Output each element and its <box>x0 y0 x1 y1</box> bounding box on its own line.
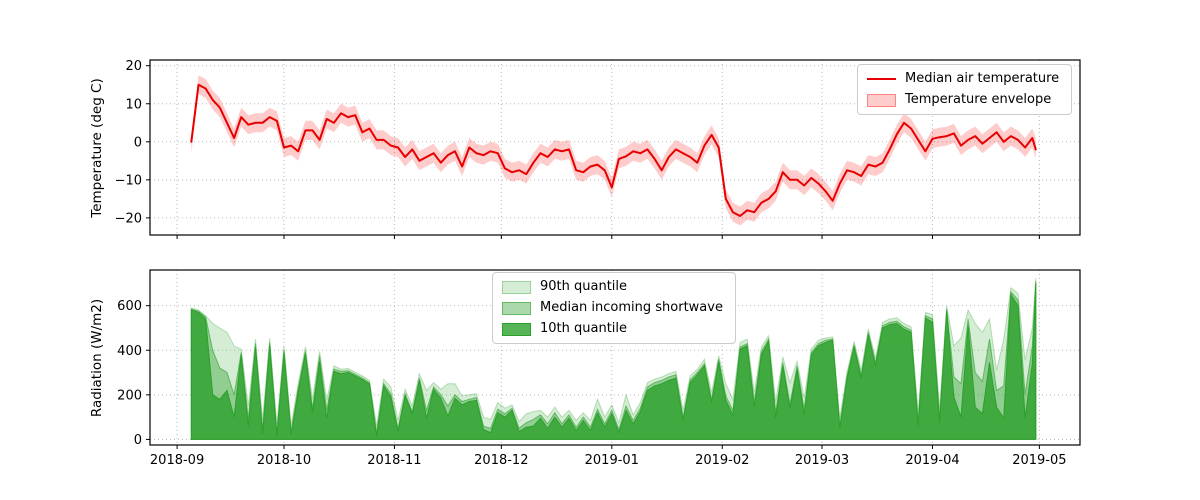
grid <box>150 60 1080 235</box>
quantile-90-patch-swatch <box>502 280 531 294</box>
x-tick-label: 2019-05 <box>1012 453 1066 468</box>
legend-label: Temperature envelope <box>905 92 1052 107</box>
legend-label: 90th quantile <box>540 279 628 294</box>
temperature-legend: Median air temperature Temperature envel… <box>857 64 1073 115</box>
y-tick-label: 0 <box>134 433 142 448</box>
median-air-temperature-line-swatch <box>867 78 896 80</box>
y-tick-label: 10 <box>125 97 142 112</box>
temperature-envelope-patch-swatch <box>867 93 896 107</box>
median-shortwave-patch-swatch <box>502 301 531 315</box>
legend-item-median-air-temperature: Median air temperature <box>867 71 1059 87</box>
axes-frame <box>149 269 1081 446</box>
x-tick-label: 2019-03 <box>795 453 849 468</box>
tick-marks <box>146 305 1040 449</box>
x-tick-label: 2018-09 <box>150 453 204 468</box>
x-tick-label: 2018-12 <box>474 453 528 468</box>
tick-labels: 2018-09 2018-10 2018-11 2018-12 2019-01 2019-… <box>117 299 1066 468</box>
y-tick-label: 400 <box>117 344 142 359</box>
temperature-y-axis-label: Temperature (deg C) <box>89 78 105 219</box>
tick-labels: −20 −10 0 10 20 <box>115 59 142 226</box>
y-tick-label: 200 <box>117 388 142 403</box>
legend-item-median-incoming-shortwave: Median incoming shortwave <box>502 300 723 316</box>
x-tick-label: 2019-04 <box>905 453 959 468</box>
y-tick-label: −10 <box>115 173 142 188</box>
y-tick-label: 0 <box>134 135 142 150</box>
y-tick-label: −20 <box>115 211 142 226</box>
radiation-y-axis-label: Radiation (W/m2) <box>89 299 105 417</box>
x-tick-label: 2018-11 <box>367 453 421 468</box>
median-air-temperature-line <box>190 83 1037 217</box>
y-tick-label: 600 <box>117 299 142 314</box>
quantile-10-patch-swatch <box>502 322 531 336</box>
y-tick-label: 20 <box>125 59 142 74</box>
x-tick-label: 2019-01 <box>585 453 639 468</box>
legend-label: Median air temperature <box>905 71 1060 86</box>
legend-label: Median incoming shortwave <box>540 300 723 315</box>
legend-item-temperature-envelope: Temperature envelope <box>867 92 1059 108</box>
10th-quantile-area <box>190 283 1037 440</box>
x-tick-label: 2018-10 <box>257 453 311 468</box>
legend-item-10th-quantile: 10th quantile <box>502 321 723 337</box>
temperature-envelope-band <box>191 75 1036 226</box>
tick-marks <box>146 65 1040 239</box>
x-tick-label: 2019-02 <box>695 453 749 468</box>
legend-label: 10th quantile <box>540 321 628 336</box>
axes-frame <box>149 59 1081 236</box>
legend-item-90th-quantile: 90th quantile <box>502 279 723 295</box>
radiation-legend: 90th quantile Median incoming shortwave … <box>492 272 736 344</box>
